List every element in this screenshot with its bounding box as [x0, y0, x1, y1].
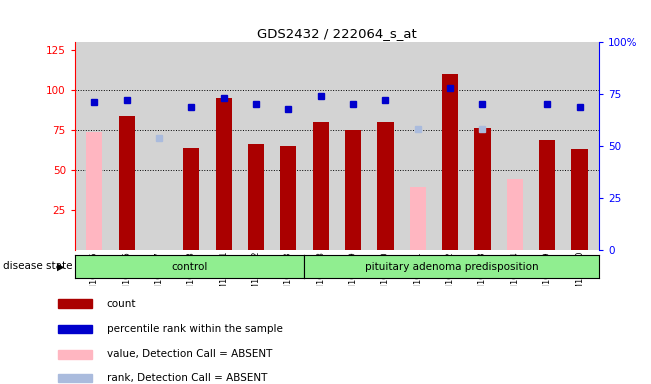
Bar	[475, 128, 491, 250]
Bar	[58, 374, 92, 382]
Bar	[345, 130, 361, 250]
Bar	[281, 146, 296, 250]
Text: disease state: disease state	[3, 262, 73, 271]
Bar	[506, 179, 523, 250]
Bar	[572, 149, 588, 250]
Bar	[378, 122, 393, 250]
Text: pituitary adenoma predisposition: pituitary adenoma predisposition	[365, 262, 538, 272]
Text: rank, Detection Call = ABSENT: rank, Detection Call = ABSENT	[107, 373, 267, 383]
Text: control: control	[171, 262, 208, 272]
Text: count: count	[107, 298, 136, 308]
Bar	[58, 325, 92, 333]
Bar	[312, 122, 329, 250]
Bar	[409, 187, 426, 250]
Bar	[183, 147, 199, 250]
Bar	[442, 74, 458, 250]
Text: percentile rank within the sample: percentile rank within the sample	[107, 324, 283, 334]
Bar	[118, 116, 135, 250]
Bar	[58, 300, 92, 308]
Text: ▶: ▶	[57, 262, 64, 271]
Bar	[248, 144, 264, 250]
Bar	[58, 350, 92, 359]
Bar	[86, 132, 102, 250]
Bar	[215, 98, 232, 250]
Bar	[539, 139, 555, 250]
Title: GDS2432 / 222064_s_at: GDS2432 / 222064_s_at	[257, 26, 417, 40]
Text: value, Detection Call = ABSENT: value, Detection Call = ABSENT	[107, 349, 272, 359]
